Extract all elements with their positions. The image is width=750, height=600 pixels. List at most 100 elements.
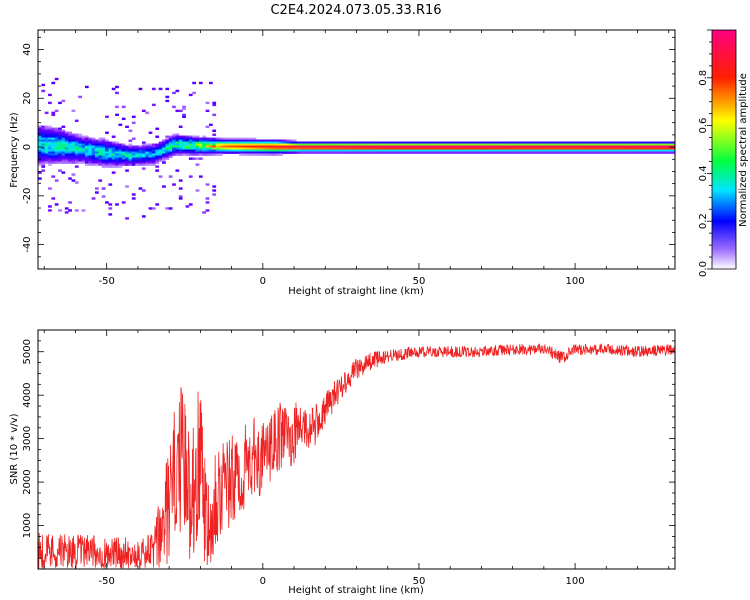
heatmap-cell	[88, 149, 93, 152]
heatmap-cell	[232, 139, 237, 142]
heatmap-cell	[322, 143, 327, 146]
heatmap-cell	[41, 131, 46, 134]
heatmap-cell	[561, 149, 565, 152]
heatmap-cell	[128, 129, 133, 132]
heatmap-cell	[178, 137, 183, 140]
heatmap-cell	[61, 143, 66, 146]
heatmap-cell	[403, 145, 408, 148]
heatmap-cell	[487, 147, 491, 150]
heatmap-cell	[138, 153, 143, 156]
heatmap-cell	[607, 149, 612, 152]
heatmap-cell	[74, 155, 79, 158]
heatmap-cell	[564, 145, 569, 148]
heatmap-cell	[71, 157, 76, 160]
heatmap-cell	[229, 143, 233, 146]
heatmap-cell	[423, 151, 428, 154]
heatmap-cell	[668, 149, 673, 152]
heatmap-cell	[517, 147, 522, 150]
heatmap-cell	[91, 149, 96, 152]
heatmap-cell	[255, 141, 260, 144]
heatmap-cell	[51, 137, 56, 140]
heatmap-cell	[457, 149, 461, 152]
heatmap-cell	[58, 133, 62, 136]
heatmap-cell	[175, 109, 180, 113]
heatmap-cell	[215, 137, 220, 140]
heatmap-cell	[564, 149, 569, 152]
heatmap-cell	[125, 159, 129, 162]
heatmap-cell	[426, 143, 431, 146]
heatmap-cell	[480, 151, 485, 154]
heatmap-cell	[504, 149, 508, 152]
heatmap-cell	[205, 139, 210, 142]
heatmap-cell	[262, 147, 267, 150]
heatmap-cell	[71, 155, 76, 158]
heatmap-cell	[91, 151, 96, 154]
heatmap-cell	[235, 143, 240, 146]
heatmap-cell	[48, 143, 52, 146]
heatmap-cell	[654, 147, 659, 150]
y-tick-label: 3000	[22, 426, 33, 451]
heatmap-cell	[349, 147, 354, 150]
heatmap-cell	[296, 147, 300, 150]
heatmap-cell	[356, 143, 361, 146]
heatmap-cell	[41, 159, 46, 162]
heatmap-cell	[239, 143, 243, 146]
heatmap-cell	[51, 153, 56, 156]
heatmap-cell	[309, 145, 314, 148]
heatmap-cell	[406, 151, 411, 154]
heatmap-cell	[356, 149, 361, 152]
heatmap-cell	[376, 145, 381, 148]
heatmap-cell	[74, 157, 79, 160]
heatmap-cell	[497, 145, 502, 148]
heatmap-cell	[309, 143, 314, 146]
heatmap-cell	[131, 153, 136, 156]
heatmap-cell	[71, 161, 76, 164]
heatmap-cell	[262, 149, 267, 152]
heatmap-cell	[286, 147, 290, 150]
heatmap-cell	[390, 147, 394, 150]
heatmap-cell	[631, 147, 636, 150]
heatmap-cell	[141, 109, 146, 113]
heatmap-cell	[443, 149, 448, 152]
heatmap-cell	[115, 145, 119, 148]
heatmap-cell	[94, 161, 99, 164]
heatmap-cell	[182, 113, 186, 117]
heatmap-cell	[433, 145, 438, 148]
heatmap-cell	[302, 147, 307, 150]
heatmap-cell	[594, 141, 599, 144]
heatmap-cell	[430, 151, 435, 154]
heatmap-cell	[470, 143, 475, 146]
heatmap-cell	[195, 153, 200, 156]
heatmap-cell	[487, 145, 491, 148]
heatmap-cell	[212, 145, 217, 148]
heatmap-cell	[393, 151, 398, 154]
heatmap-cell	[138, 87, 143, 91]
heatmap-cell	[493, 151, 498, 154]
heatmap-cell	[333, 149, 337, 152]
heatmap-cell	[302, 141, 307, 144]
heatmap-cell	[550, 141, 555, 144]
heatmap-cell	[202, 145, 207, 148]
heatmap-cell	[235, 147, 240, 150]
heatmap-cell	[346, 143, 351, 146]
heatmap-cell	[195, 147, 200, 150]
heatmap-cell	[336, 151, 341, 154]
heatmap-cell	[54, 77, 59, 81]
heatmap-cell	[574, 141, 579, 144]
heatmap-cell	[607, 151, 612, 154]
heatmap-cell	[195, 149, 200, 152]
heatmap-cell	[74, 151, 79, 154]
heatmap-cell	[329, 145, 334, 148]
heatmap-cell	[269, 153, 274, 156]
heatmap-cell	[88, 161, 93, 164]
heatmap-cell	[54, 159, 59, 162]
heatmap-cell	[400, 145, 404, 148]
heatmap-cell	[614, 151, 619, 154]
heatmap-cell	[58, 145, 62, 148]
heatmap-cell	[346, 149, 351, 152]
heatmap-cell	[540, 149, 545, 152]
heatmap-cell	[78, 145, 82, 148]
heatmap-cell	[396, 151, 401, 154]
heatmap-cell	[105, 201, 109, 204]
heatmap-cell	[128, 159, 133, 162]
